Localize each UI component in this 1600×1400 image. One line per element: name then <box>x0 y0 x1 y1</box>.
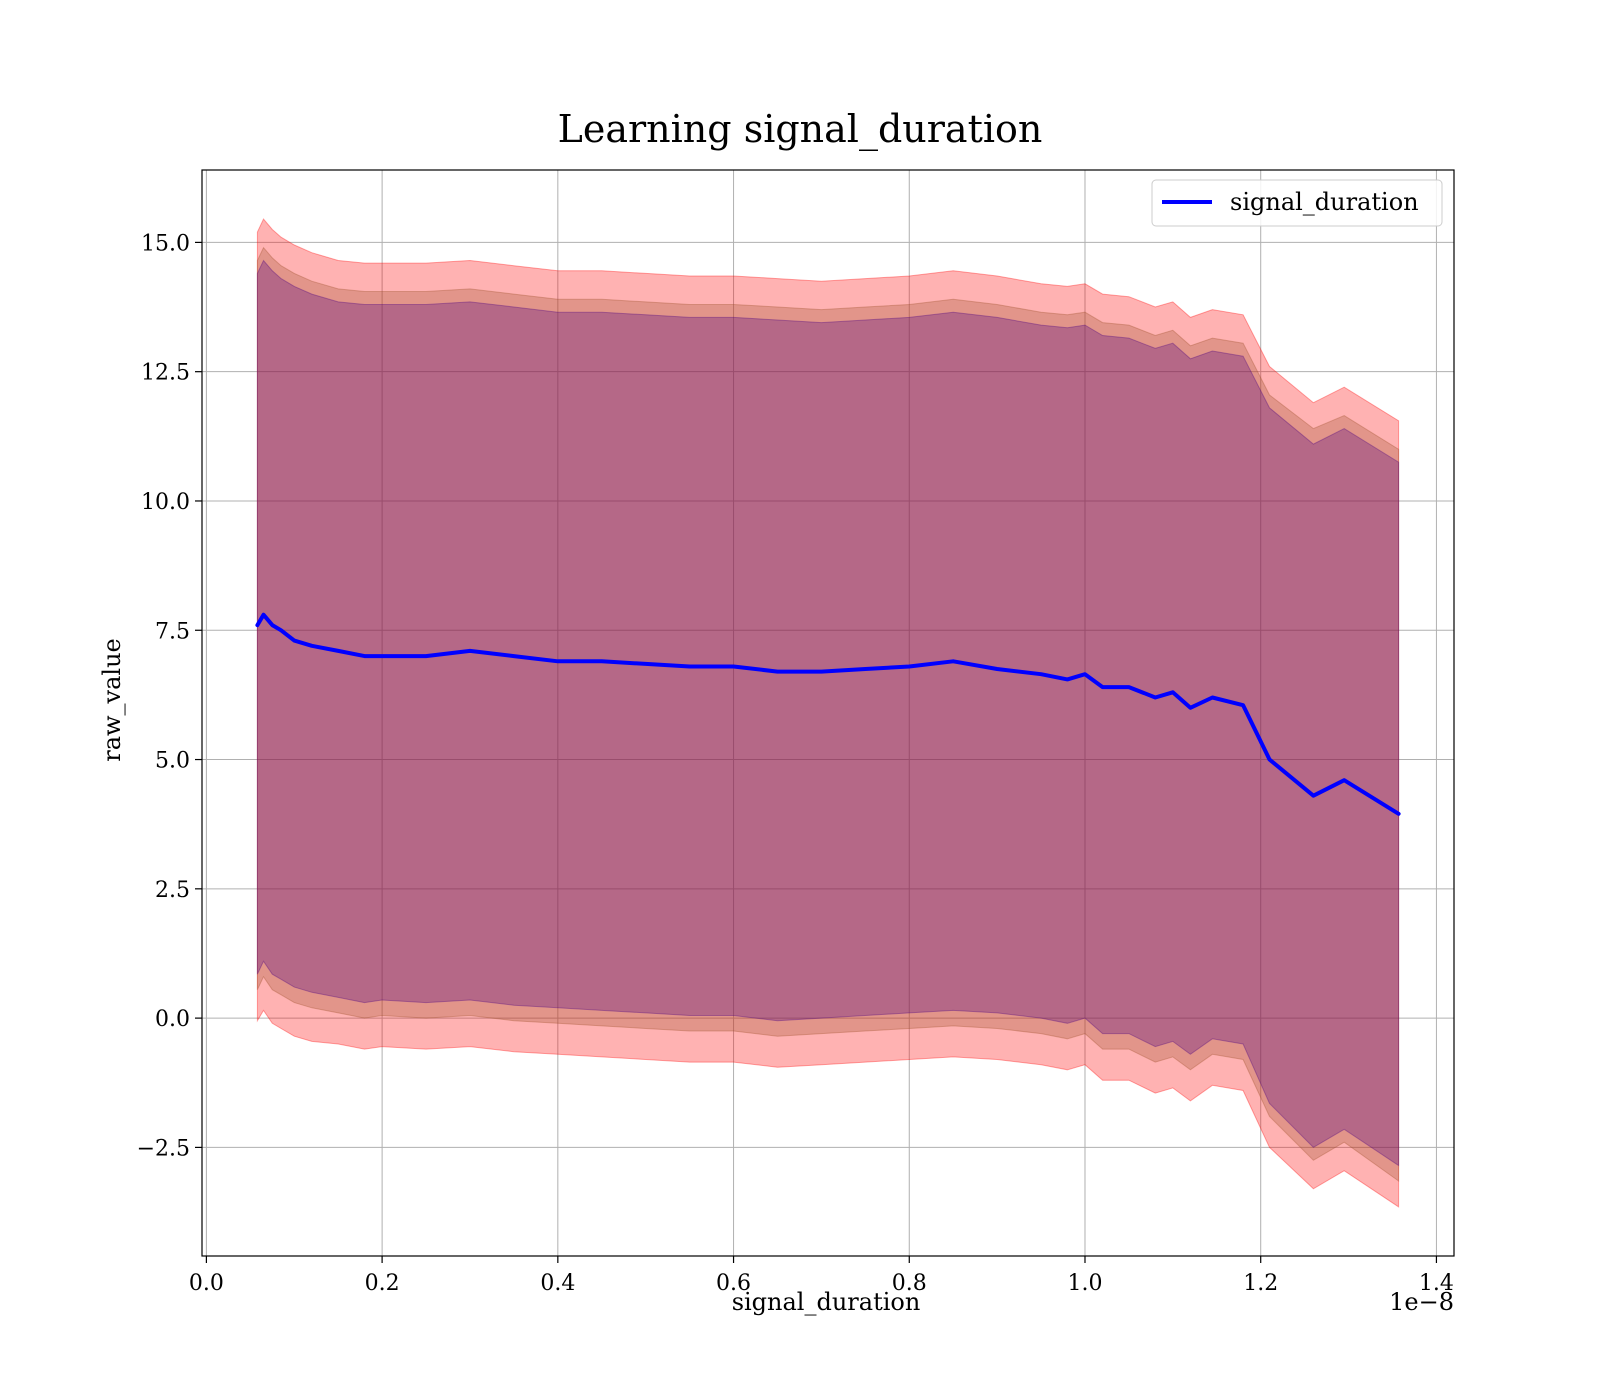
x-tick-label: 1.0 <box>1067 1271 1102 1296</box>
y-tick-label: 7.5 <box>155 619 190 644</box>
chart-title: Learning signal_duration <box>558 107 1043 152</box>
series-line-signal-duration <box>255 612 1401 816</box>
x-tick-label: 0.0 <box>189 1271 224 1296</box>
y-axis-label: raw_value <box>98 638 126 762</box>
y-tick-label: 15.0 <box>141 231 190 256</box>
confidence-band-outer <box>256 218 1400 1208</box>
confidence-bands <box>256 218 1400 1208</box>
y-tick-label: −2.5 <box>137 1136 190 1161</box>
y-tick-label: 0.0 <box>155 1007 190 1032</box>
y-tick-label: 10.0 <box>141 490 190 515</box>
x-tick-label: 1.4 <box>1419 1271 1454 1296</box>
x-tick-label: 1.2 <box>1243 1271 1278 1296</box>
confidence-band-middle <box>256 246 1400 1182</box>
legend: signal_duration <box>1151 179 1443 227</box>
confidence-band-inner <box>256 259 1400 1167</box>
legend-box <box>1151 179 1443 227</box>
y-tick-label: 5.0 <box>155 749 190 774</box>
y-axis-ticks: −2.5 0.0 2.5 5.0 7.5 10.0 12.5 15.0 <box>137 231 202 1161</box>
x-axis-offset-text: 1e−8 <box>1389 1288 1454 1316</box>
x-tick-label: 0.2 <box>365 1271 400 1296</box>
y-tick-label: 2.5 <box>155 878 190 903</box>
series-lines <box>255 612 1401 816</box>
plot-frame <box>201 169 1455 1257</box>
y-tick-label: 12.5 <box>141 361 190 386</box>
x-tick-label: 0.8 <box>892 1271 927 1296</box>
grid <box>202 170 1454 1256</box>
x-axis-label: signal_duration <box>732 1288 921 1316</box>
x-axis-ticks: 0.0 0.2 0.4 0.6 0.8 1.0 1.2 1.4 <box>189 1256 1454 1296</box>
legend-label: signal_duration <box>1230 188 1419 216</box>
x-tick-label: 0.4 <box>540 1271 575 1296</box>
x-tick-label: 0.6 <box>716 1271 751 1296</box>
